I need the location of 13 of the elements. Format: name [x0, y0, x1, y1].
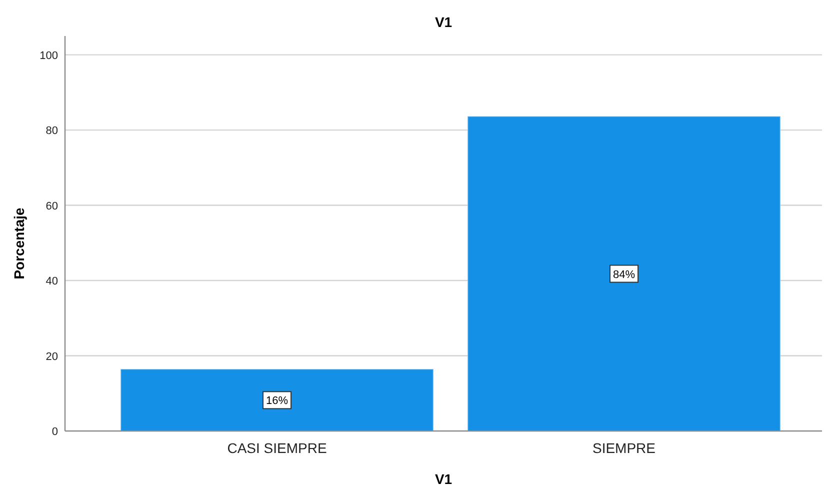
y-axis-title: Porcentaje — [11, 207, 27, 280]
y-tick-label: 80 — [46, 125, 58, 138]
chart-title: V1 — [434, 14, 452, 30]
x-tick-label: CASI SIEMPRE — [227, 440, 327, 456]
y-tick-label: 100 — [40, 50, 58, 62]
x-axis-title: V1 — [434, 471, 452, 486]
x-tick-label: SIEMPRE — [592, 440, 656, 456]
data-label: 84% — [612, 268, 636, 281]
y-tick-label: 40 — [46, 276, 58, 288]
y-tick-label: 20 — [46, 350, 58, 363]
y-tick-label: 0 — [52, 426, 58, 438]
data-label: 16% — [266, 395, 288, 408]
y-tick-label: 60 — [46, 200, 58, 212]
